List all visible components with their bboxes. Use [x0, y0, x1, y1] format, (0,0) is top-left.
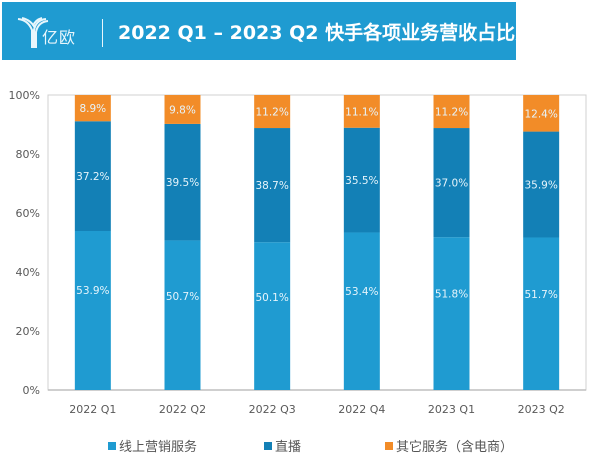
bar-segment: [433, 128, 470, 238]
yiou-logo-icon: [17, 17, 49, 48]
data-label: 37.0%: [435, 178, 468, 190]
bar-segment: [164, 240, 201, 390]
bar-segment: [74, 121, 111, 231]
legend-item: 直播: [264, 436, 301, 455]
data-label: 38.7%: [255, 180, 288, 192]
data-label: 39.5%: [166, 177, 199, 189]
y-tick-label: 0%: [23, 384, 40, 397]
x-tick-label: 2022 Q1: [69, 403, 116, 416]
data-label: 50.7%: [166, 291, 199, 303]
legend-swatch: [108, 442, 116, 450]
data-label: 51.8%: [435, 289, 468, 301]
legend-item: 其它服务（含电商）: [385, 436, 513, 455]
data-label: 11.1%: [345, 106, 378, 118]
data-label: 12.4%: [524, 108, 557, 120]
legend-label: 其它服务（含电商）: [396, 440, 514, 455]
legend-item: 线上营销服务: [108, 436, 197, 455]
title-banner: 亿欧 2022 Q1 – 2023 Q2 快手各项业务营收占比变化: [2, 2, 553, 60]
data-label: 51.7%: [524, 289, 557, 301]
logo-text: 亿欧: [42, 28, 77, 47]
bar-segment: [433, 95, 470, 129]
data-label: 35.5%: [345, 175, 378, 187]
bar-segment: [74, 95, 111, 122]
bar-segment: [523, 131, 560, 238]
bar-segment: [164, 95, 201, 124]
y-tick-label: 80%: [16, 148, 40, 161]
divider: [102, 19, 103, 47]
legend-swatch: [264, 442, 272, 450]
data-label: 11.2%: [435, 107, 468, 119]
legend: 线上营销服务 直播 其它服务（含电商）: [0, 436, 600, 456]
data-label: 8.9%: [79, 103, 106, 115]
bar-segment: [433, 237, 470, 390]
y-tick-label: 60%: [16, 207, 40, 220]
x-tick-label: 2022 Q3: [249, 403, 296, 416]
plot-frame: [47, 94, 587, 391]
data-label: 53.4%: [345, 286, 378, 298]
bar-segment: [343, 127, 380, 233]
data-label: 9.8%: [169, 104, 196, 116]
legend-label: 线上营销服务: [119, 440, 198, 455]
data-label: 11.2%: [255, 107, 288, 119]
bar-segment: [523, 95, 560, 132]
bar-segment: [254, 95, 291, 129]
legend-label: 直播: [275, 440, 302, 455]
y-tick-label: 20%: [16, 325, 40, 338]
y-tick-label: 100%: [9, 89, 40, 102]
data-label: 37.2%: [76, 171, 109, 183]
x-tick-label: 2022 Q2: [159, 403, 206, 416]
bar-segment: [254, 242, 291, 390]
data-label: 53.9%: [76, 285, 109, 297]
bar-segment: [523, 237, 560, 390]
bar-segment: [343, 232, 380, 390]
y-tick-label: 40%: [16, 266, 40, 279]
legend-swatch: [385, 442, 393, 450]
bar-segment: [254, 128, 291, 243]
x-tick-label: 2023 Q1: [428, 403, 475, 416]
data-label: 50.1%: [255, 292, 288, 304]
data-label: 35.9%: [524, 180, 557, 192]
bar-segment: [74, 230, 111, 390]
bar-segment: [164, 123, 201, 241]
x-tick-label: 2023 Q2: [518, 403, 565, 416]
chart-title: 2022 Q1 – 2023 Q2 快手各项业务营收占比变化: [118, 22, 554, 44]
bar-segment: [343, 95, 380, 128]
x-tick-label: 2022 Q4: [338, 403, 385, 416]
